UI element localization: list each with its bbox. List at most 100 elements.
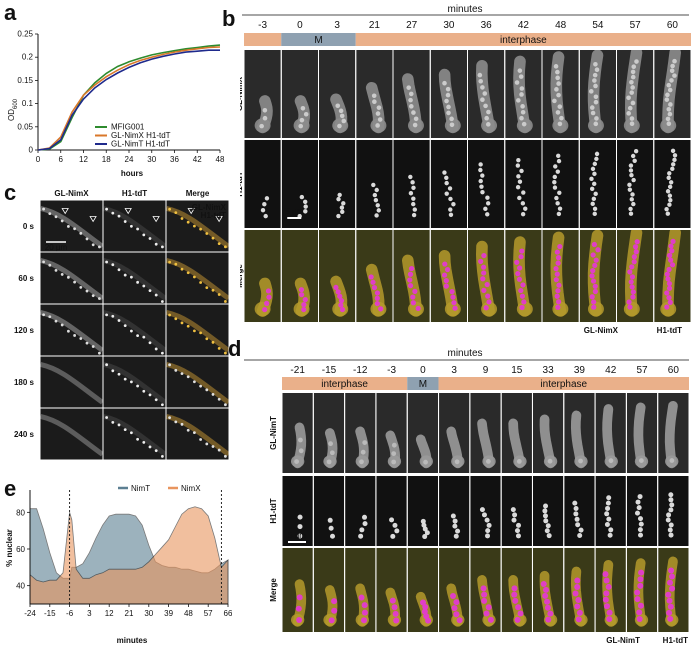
growth-ylabel: OD600 (7, 98, 19, 121)
c-col-label: Merge (186, 189, 210, 198)
growth-xtick-label: 0 (36, 155, 41, 164)
b-legend-b: H1-tdT (657, 326, 682, 335)
e-xtick-label: 66 (224, 609, 232, 618)
growth-xtick-label: 36 (170, 155, 179, 164)
b-row-label: Merge (240, 264, 244, 288)
b-phase-bar-interphase (355, 33, 691, 46)
c-legend-b: H1-tdT (201, 211, 226, 220)
e-xlabel: minutes (117, 636, 148, 645)
b-time-label: 21 (369, 20, 381, 31)
d-row-label: Merge (269, 578, 278, 602)
e-legend-label: NimX (181, 484, 201, 493)
e-xtick-label: -15 (44, 609, 56, 618)
micrograph-tile (439, 476, 470, 546)
growth-xtick-label: 12 (79, 155, 88, 164)
c-col-label: GL-NimX (54, 189, 89, 198)
micrograph-tile (430, 140, 467, 228)
b-time-label: 30 (443, 20, 455, 31)
d-time-label: 3 (451, 365, 457, 376)
growth-ytick-label: 0.1 (22, 99, 34, 108)
c-row-label: 60 s (18, 274, 34, 283)
micrograph-tile (313, 476, 345, 546)
d-time-label: 42 (605, 365, 617, 376)
e-legend-label: NimT (131, 484, 150, 493)
growth-series-line (37, 49, 220, 151)
e-ylabel: % nuclear (5, 529, 14, 567)
b-phase-interphase-label: interphase (500, 35, 547, 46)
e-series-area (29, 506, 229, 605)
e-xtick-label: 3 (87, 609, 92, 618)
c-row-label: 240 s (14, 430, 35, 439)
d-time-label: -21 (290, 365, 305, 376)
growth-ytick-label: 0.2 (22, 53, 34, 62)
e-ytick-label: 40 (16, 582, 25, 591)
growth-ytick-label: 0.05 (17, 122, 33, 131)
e-xtick-label: 39 (164, 609, 173, 618)
growth-legend-label: GL-NimX H1-tdT (111, 131, 171, 140)
growth-xtick-label: 24 (125, 155, 134, 164)
micrograph-tile (407, 476, 439, 546)
d-phase-bar-interphase (282, 377, 408, 390)
b-time-label: 54 (592, 20, 604, 31)
micrograph-tile (103, 304, 166, 356)
growth-xlabel: hours (121, 169, 144, 178)
b-time-label: 57 (630, 20, 642, 31)
growth-xtick-label: 42 (193, 155, 202, 164)
d-time-label: 15 (511, 365, 523, 376)
d-time-label: 0 (420, 365, 426, 376)
growth-ytick-label: 0.15 (17, 76, 33, 85)
growth-xtick-label: 18 (102, 155, 111, 164)
growth-series-line (37, 44, 221, 151)
d-legend-b: H1-tdT (663, 636, 688, 645)
d-time-label: 33 (543, 365, 555, 376)
e-ytick-label: 60 (16, 545, 25, 554)
panel-label-c: c (4, 180, 17, 205)
c-col-label: H1-tdT (122, 189, 147, 198)
c-row-label: 0 s (23, 222, 35, 231)
d-row-label: GL-NimT (269, 416, 278, 450)
d-time-label: -3 (387, 365, 396, 376)
montage-d: minutes -21 -15 -12 -3 0 3 9 15 33 39 42 57 60 inter… (244, 348, 689, 645)
d-phase-m-label: M (419, 379, 427, 390)
b-row-label: H1-tdT (240, 171, 244, 196)
e-xtick-label: 21 (125, 609, 134, 618)
panel-label-b: b (222, 6, 236, 31)
growth-ytick-label: 0.25 (17, 30, 33, 39)
growth-legend-label: GL-NimT H1-tdT (111, 140, 170, 149)
growth-xtick-label: 48 (216, 155, 225, 164)
panel-label-a: a (4, 0, 17, 25)
d-minutes-header: minutes (447, 348, 482, 359)
d-time-label: 9 (483, 365, 489, 376)
d-phase-bar-interphase (438, 377, 689, 390)
d-row-label: H1-tdT (269, 498, 278, 523)
panel-label-e: e (4, 476, 17, 501)
c-legend-a: GL-NimX (192, 203, 227, 212)
d-time-label: -12 (353, 365, 368, 376)
b-time-label: 48 (555, 20, 567, 31)
e-xtick-label: -24 (24, 609, 36, 618)
b-scale-label: 5 µm (285, 207, 303, 216)
d-time-label: 60 (668, 365, 680, 376)
d-time-label: -15 (322, 365, 337, 376)
b-time-label: -3 (258, 20, 267, 31)
b-legend-a: GL-NimX (584, 326, 619, 335)
b-minutes-header: minutes (447, 4, 482, 15)
b-time-label: 27 (406, 20, 418, 31)
d-scale-label: 5 µm (288, 531, 306, 540)
micrograph-tile (319, 140, 356, 228)
d-time-label: 57 (636, 365, 648, 376)
d-phase-interphase-label: interphase (540, 379, 587, 390)
micrograph-tile (281, 140, 318, 228)
e-xtick-label: -6 (66, 609, 74, 618)
micrograph-tile (470, 476, 501, 546)
c-row-label: 120 s (14, 326, 35, 335)
d-phase-bar-m (407, 377, 439, 390)
micrograph-tile (282, 476, 313, 546)
b-phase-bar-m (281, 33, 356, 46)
e-xtick-label: 30 (144, 609, 153, 618)
growth-xtick-label: 30 (147, 155, 156, 164)
micrograph-tile (617, 140, 654, 228)
e-xtick-label: 12 (105, 609, 114, 618)
